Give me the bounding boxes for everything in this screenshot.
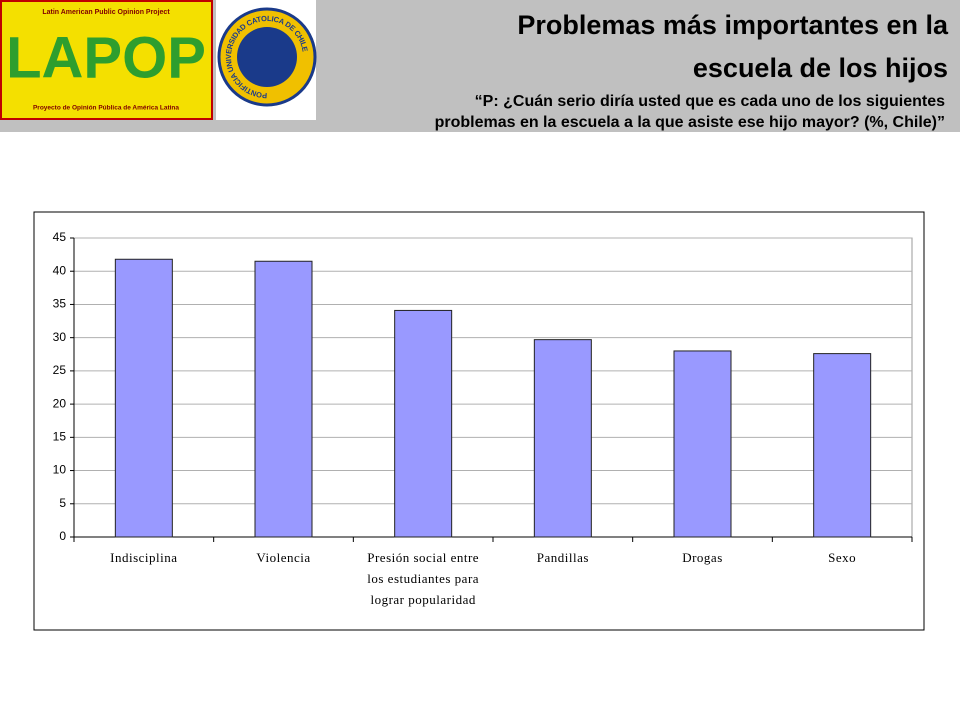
y-tick-label: 0 — [59, 529, 66, 543]
bar — [813, 353, 872, 538]
bar — [254, 260, 313, 538]
bar — [114, 258, 173, 538]
title-line: Problemas más importantes en la — [517, 10, 949, 40]
x-tick-label: Pandillas — [537, 550, 589, 565]
x-tick-label: Sexo — [828, 550, 856, 565]
y-tick-label: 5 — [59, 496, 66, 510]
lapop-logo — [0, 0, 213, 120]
university-shield — [237, 27, 297, 87]
y-tick-label: 30 — [53, 330, 67, 344]
plot-area — [73, 237, 913, 538]
x-tick-label: Presión social entre los estudiantes para… — [367, 550, 479, 607]
subtitle-line: “P: ¿Cuán serio diría usted que es cada … — [475, 93, 945, 110]
y-tick-label: 45 — [53, 230, 67, 244]
y-tick-label: 15 — [53, 430, 67, 444]
subtitle-line: problemas en la escuela a la que asiste … — [435, 114, 945, 131]
bar — [673, 350, 732, 538]
y-tick-label: 40 — [53, 263, 67, 277]
logo-top-text: Latin American Public Opinion Project — [42, 9, 170, 16]
bar — [533, 339, 592, 538]
y-tick-label: 10 — [53, 463, 67, 477]
title-line: escuela de los hijos — [693, 53, 948, 83]
y-tick-label: 20 — [53, 396, 67, 410]
x-tick-label: Indisciplina — [110, 550, 177, 565]
x-tick-label: Violencia — [256, 550, 310, 565]
logo-bottom-text: Proyecto de Opinión Pública de América L… — [33, 105, 179, 112]
y-tick-label: 35 — [53, 297, 67, 311]
bar — [394, 309, 453, 538]
logo-main-text: LAPOP — [6, 25, 206, 90]
y-tick-label: 25 — [53, 363, 67, 377]
x-tick-label: Drogas — [682, 550, 723, 565]
